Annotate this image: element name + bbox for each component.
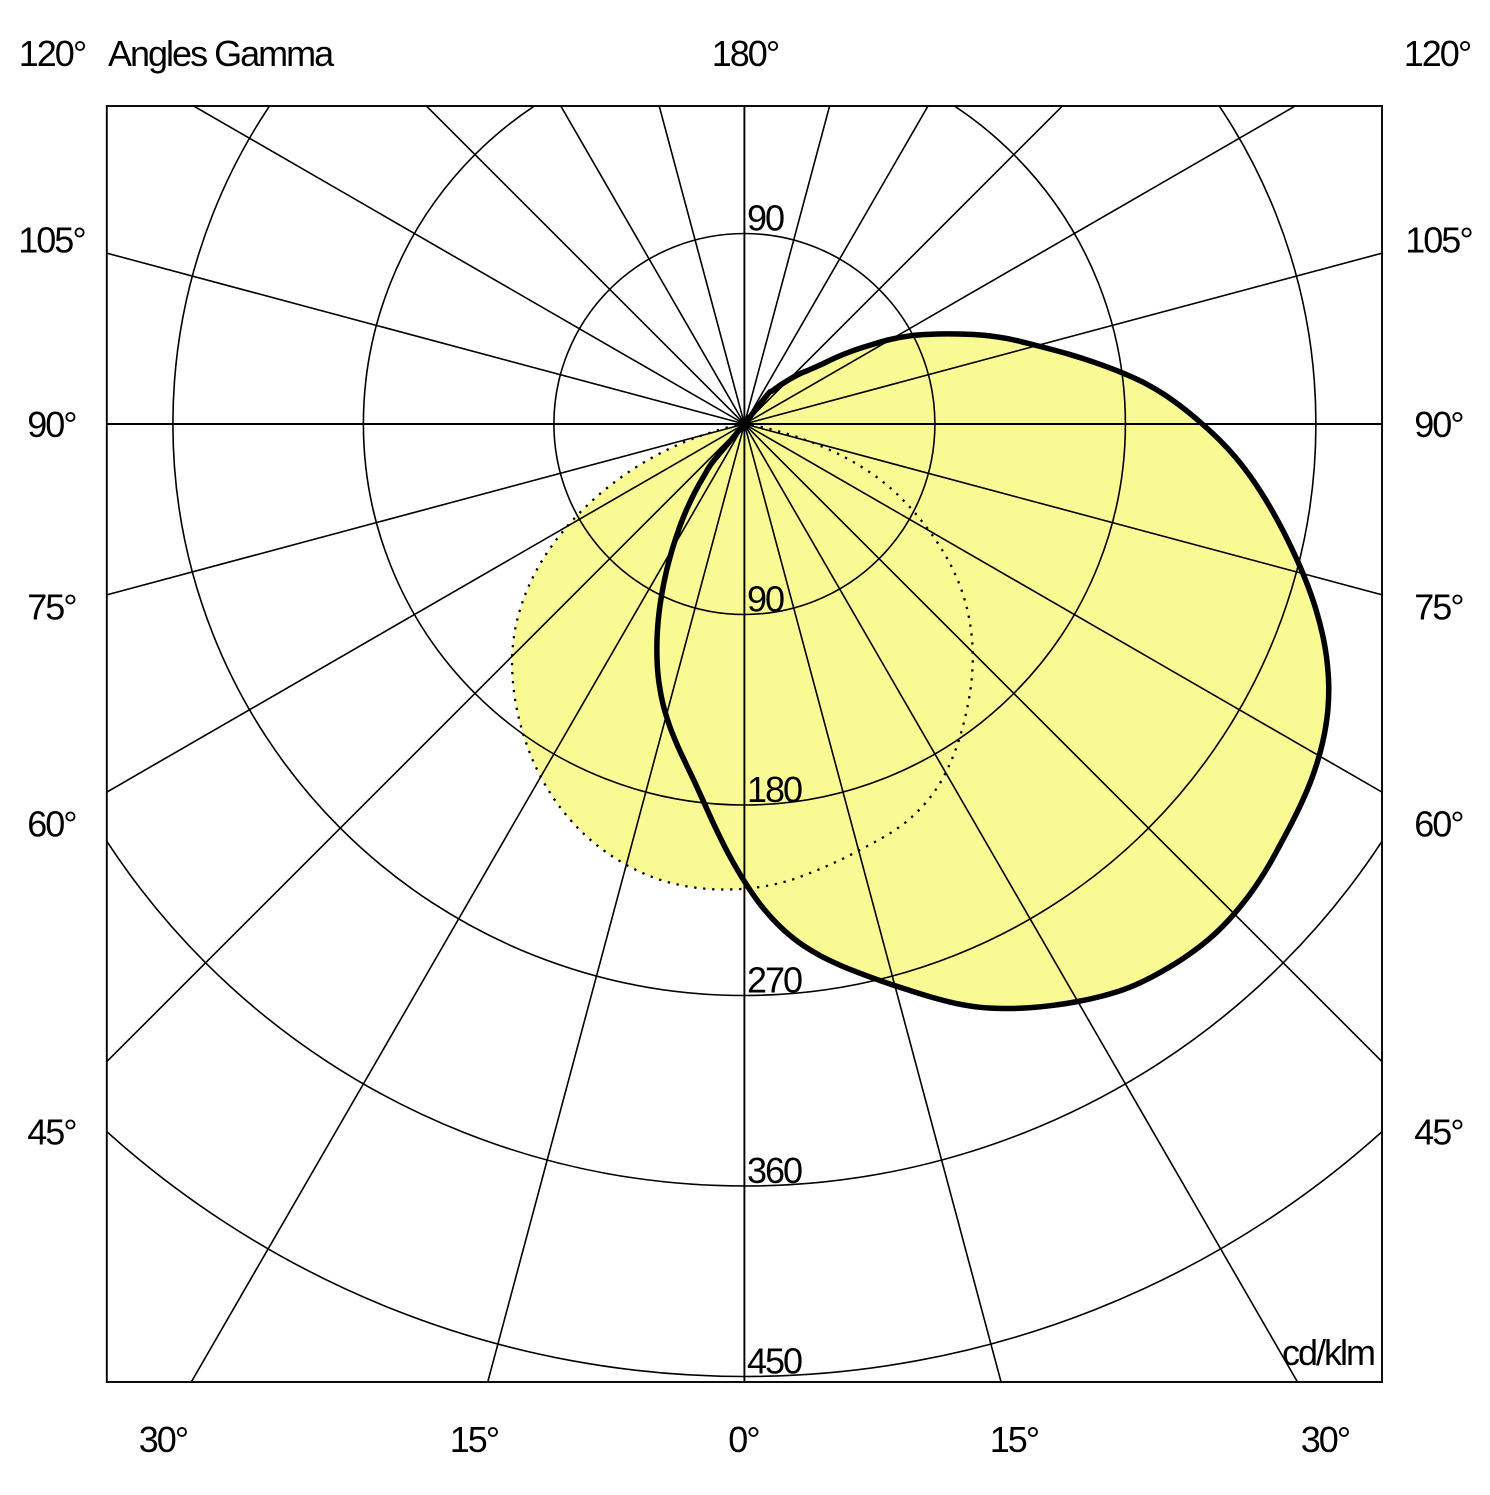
svg-text:45°: 45°	[27, 1112, 76, 1153]
svg-text:120°: 120°	[1404, 33, 1471, 74]
svg-text:360: 360	[747, 1150, 802, 1191]
svg-text:450: 450	[747, 1341, 802, 1382]
svg-text:180°: 180°	[712, 33, 779, 74]
svg-text:cd/klm: cd/klm	[1282, 1332, 1374, 1373]
svg-text:75°: 75°	[1414, 587, 1463, 628]
svg-text:90: 90	[747, 579, 784, 620]
svg-text:15°: 15°	[990, 1419, 1039, 1460]
svg-text:60°: 60°	[1414, 804, 1463, 845]
svg-text:90: 90	[747, 198, 784, 239]
svg-text:30°: 30°	[139, 1419, 188, 1460]
svg-text:90°: 90°	[27, 404, 76, 445]
svg-text:60°: 60°	[27, 804, 76, 845]
svg-text:75°: 75°	[27, 587, 76, 628]
svg-text:180: 180	[747, 769, 802, 810]
svg-text:120°: 120°	[19, 33, 86, 74]
svg-text:105°: 105°	[18, 220, 85, 261]
svg-text:Angles Gamma: Angles Gamma	[108, 33, 335, 74]
svg-text:105°: 105°	[1405, 220, 1472, 261]
svg-text:90°: 90°	[1414, 404, 1463, 445]
svg-text:270: 270	[747, 960, 802, 1001]
svg-text:0°: 0°	[728, 1419, 759, 1460]
svg-text:15°: 15°	[450, 1419, 499, 1460]
svg-text:30°: 30°	[1301, 1419, 1350, 1460]
svg-text:45°: 45°	[1414, 1112, 1463, 1153]
